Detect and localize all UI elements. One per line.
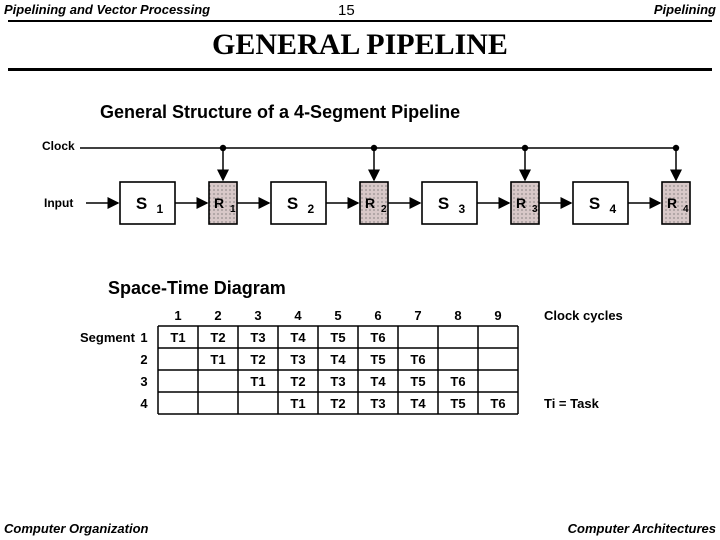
svg-text:T3: T3 (330, 374, 345, 389)
svg-text:4: 4 (683, 204, 689, 215)
svg-text:2: 2 (308, 202, 315, 216)
svg-text:T6: T6 (450, 374, 465, 389)
svg-text:R: R (667, 195, 677, 211)
svg-text:2: 2 (381, 204, 387, 215)
svg-text:3: 3 (532, 204, 538, 215)
svg-text:T2: T2 (250, 352, 265, 367)
svg-text:R: R (214, 195, 224, 211)
svg-text:T2: T2 (210, 330, 225, 345)
svg-text:5: 5 (334, 308, 341, 323)
svg-text:S: S (287, 194, 298, 213)
svg-text:T1: T1 (170, 330, 185, 345)
svg-text:4: 4 (294, 308, 302, 323)
svg-text:3: 3 (140, 374, 147, 389)
svg-text:Input: Input (44, 196, 73, 210)
svg-text:T6: T6 (490, 396, 505, 411)
svg-text:2: 2 (214, 308, 221, 323)
svg-text:T5: T5 (370, 352, 385, 367)
svg-text:1: 1 (174, 308, 181, 323)
svg-text:Ti = Task: Ti = Task (544, 396, 600, 411)
svg-text:S: S (589, 194, 600, 213)
svg-text:6: 6 (374, 308, 381, 323)
svg-text:T1: T1 (210, 352, 225, 367)
svg-text:T1: T1 (290, 396, 305, 411)
svg-text:9: 9 (494, 308, 501, 323)
svg-text:8: 8 (454, 308, 461, 323)
svg-text:T5: T5 (410, 374, 425, 389)
svg-text:T1: T1 (250, 374, 265, 389)
svg-text:T4: T4 (410, 396, 426, 411)
svg-text:4: 4 (140, 396, 148, 411)
svg-text:R: R (365, 195, 375, 211)
svg-text:1: 1 (230, 204, 236, 215)
svg-text:3: 3 (459, 202, 466, 216)
svg-text:T4: T4 (290, 330, 306, 345)
svg-text:T2: T2 (290, 374, 305, 389)
diagram-canvas: ClockInputS1R1S2R2S3R3S4R4123456789Clock… (0, 0, 720, 540)
svg-text:T4: T4 (370, 374, 386, 389)
svg-text:4: 4 (610, 202, 617, 216)
svg-text:S: S (438, 194, 449, 213)
svg-text:T6: T6 (370, 330, 385, 345)
svg-text:T5: T5 (330, 330, 345, 345)
svg-text:T3: T3 (290, 352, 305, 367)
svg-text:T3: T3 (250, 330, 265, 345)
svg-text:7: 7 (414, 308, 421, 323)
svg-text:2: 2 (140, 352, 147, 367)
svg-text:Clock cycles: Clock cycles (544, 308, 623, 323)
svg-text:T4: T4 (330, 352, 346, 367)
svg-text:1: 1 (140, 330, 147, 345)
svg-text:T3: T3 (370, 396, 385, 411)
svg-text:S: S (136, 194, 147, 213)
svg-text:Segment: Segment (80, 330, 136, 345)
svg-text:1: 1 (157, 202, 164, 216)
svg-text:T2: T2 (330, 396, 345, 411)
svg-text:Clock: Clock (42, 139, 75, 153)
svg-text:3: 3 (254, 308, 261, 323)
svg-text:T6: T6 (410, 352, 425, 367)
svg-text:T5: T5 (450, 396, 465, 411)
svg-text:R: R (516, 195, 526, 211)
